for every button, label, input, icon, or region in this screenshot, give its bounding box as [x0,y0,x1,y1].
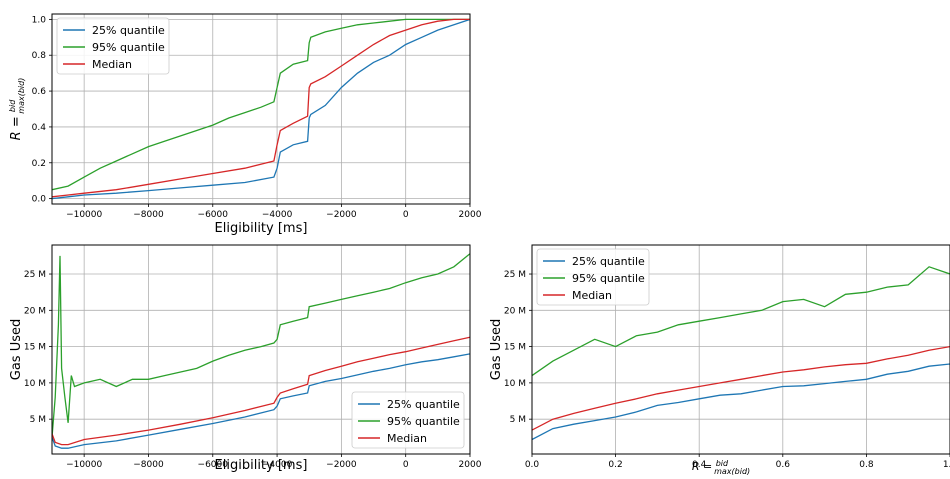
legend: 25% quantile 95% quantile Median [351,391,465,449]
y-tick-label: 5 M [30,415,46,425]
legend-label: 25% quantile [92,24,165,37]
y-tick-label: 5 M [510,415,526,425]
series-line-25-quantile [532,363,950,441]
x-tick-label: −2000 [326,460,357,470]
legend: 25% quantile 95% quantile Median [536,248,650,306]
series-line-95-quantile [52,253,470,438]
legend-label: 95% quantile [92,41,165,54]
y-tick-label: 1.0 [32,15,47,25]
y-axis-label: Gas Used [489,319,504,380]
x-tick-label: 0.6 [776,460,791,470]
series-line-median [52,18,470,198]
x-tick-label: −10000 [66,210,102,220]
legend-label: 95% quantile [387,415,460,428]
x-tick-label: 1.0 [943,460,950,470]
y-tick-label: 15 M [504,343,526,353]
chart-bottom-left: −10000 −8000 −6000 −4000 −2000 0 2000 5 M 10 M 15… [9,244,482,473]
x-tick-label: 0.4 [692,460,707,470]
x-axis-label: R = bid max(bid) [692,459,750,475]
x-tick-label: −4000 [262,460,293,470]
x-tick-label: 0.8 [859,460,874,470]
legend-label: Median [387,432,427,445]
series-line-median [532,345,950,431]
y-tick-label: 0.8 [32,51,47,61]
x-tick-label: 2000 [459,210,482,220]
x-axis-label: Eligibility [ms] [215,458,308,473]
legend-box [351,391,465,449]
legend-label: Median [92,58,132,71]
x-tick-label: −6000 [198,210,229,220]
y-tick-label: 10 M [504,379,526,389]
legend-label: 25% quantile [387,398,460,411]
legend: 25% quantile 95% quantile Median [56,17,170,75]
y-tick-label: 20 M [504,306,526,316]
legend-box [56,17,170,75]
plot-frame [51,244,471,455]
chart-bottom-right: 0.0 0.2 0.4 0.6 0.8 1.0 5 M 10 M 15 M 20 M 25 M R =… [489,244,950,476]
x-tick-label: −6000 [198,460,229,470]
x-tick-label: 0.0 [525,460,540,470]
y-tick-label: 25 M [24,270,46,280]
y-tick-label: 25 M [504,270,526,280]
legend-label: 25% quantile [572,255,645,268]
y-tick-label: 0.4 [32,123,47,133]
legend-label: 95% quantile [572,272,645,285]
series-line-25-quantile [52,18,470,200]
plot-frame [531,244,950,455]
y-axis-label: R = bidmax(bid) [8,78,26,141]
x-tick-label: −2000 [326,210,357,220]
x-tick-label: −10000 [66,460,102,470]
plot-frame [51,13,471,205]
x-tick-label: −8000 [133,460,164,470]
y-tick-label: 0.0 [32,195,47,205]
legend-box [536,248,650,306]
x-tick-label: 0 [403,210,409,220]
series-line-95-quantile [532,266,950,377]
y-tick-label: 20 M [24,306,46,316]
legend-label: Median [572,289,612,302]
chart-top-left: −10000 −8000 −6000 −4000 −2000 0 2000 0.0 0.2 0.4… [8,13,482,236]
x-tick-label: 2000 [459,460,482,470]
x-tick-label: 0.2 [608,460,622,470]
x-tick-label: −4000 [262,210,293,220]
y-tick-label: 10 M [24,379,46,389]
y-tick-label: 15 M [24,343,46,353]
series-line-median [52,336,470,446]
x-tick-label: −8000 [133,210,164,220]
series-line-25-quantile [52,353,470,449]
y-tick-label: 0.6 [32,87,47,97]
x-tick-label: 0 [403,460,409,470]
y-axis-label: Gas Used [9,319,24,380]
series-line-95-quantile [52,18,470,191]
x-axis-label: Eligibility [ms] [215,221,308,236]
y-tick-label: 0.2 [32,159,46,169]
